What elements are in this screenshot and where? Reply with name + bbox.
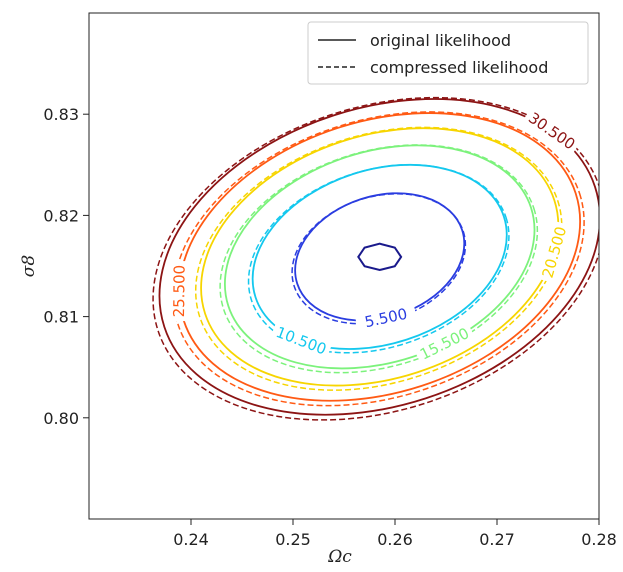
x-tick-label: 0.24 <box>173 530 209 549</box>
contour-compressed-30.500 <box>152 96 599 421</box>
y-tick-label: 0.81 <box>43 308 79 327</box>
legend: original likelihood compressed likelihoo… <box>307 21 589 85</box>
x-tick-label: 0.28 <box>581 530 617 549</box>
contour-original-innermost <box>357 242 403 272</box>
y-axis-label: σ8 <box>19 255 39 278</box>
contour-label-backdrop <box>521 105 583 157</box>
contour-label-backdrop <box>413 321 476 367</box>
x-axis-ticks: 0.24 0.25 0.26 0.27 0.28 <box>173 519 617 549</box>
contour-original-30.500 <box>158 98 599 416</box>
contour-label-backdrop <box>168 260 190 322</box>
legend-entry-original: original likelihood <box>370 31 511 50</box>
y-tick-label: 0.82 <box>43 206 79 225</box>
contour-compressed-25.500 <box>172 111 585 407</box>
contour-compressed-10.500 <box>247 164 510 354</box>
y-axis-ticks: 0.80 0.81 0.82 0.83 <box>43 105 89 428</box>
x-tick-label: 0.25 <box>275 530 311 549</box>
x-tick-label: 0.26 <box>377 530 413 549</box>
x-axis-label: Ωc <box>327 547 352 567</box>
contour-lines <box>152 96 599 421</box>
contour-label-backdrop <box>536 220 573 284</box>
x-tick-label: 0.27 <box>479 530 515 549</box>
contour-compressed-15.500 <box>219 144 539 374</box>
y-tick-label: 0.83 <box>43 105 79 124</box>
contour-original-10.500 <box>251 163 508 350</box>
legend-box <box>307 21 589 85</box>
contour-label-backdrop <box>269 320 333 361</box>
y-tick-label: 0.80 <box>43 409 79 428</box>
plot-background <box>89 13 599 519</box>
legend-entry-compressed: compressed likelihood <box>370 58 548 77</box>
contour-label-backdrop <box>354 301 418 335</box>
contour-original-20.500 <box>200 127 560 387</box>
contour-label: 25.500 <box>170 265 189 318</box>
contour-compressed-20.500 <box>194 126 563 391</box>
contour-original-15.500 <box>224 144 536 370</box>
plot-frame <box>88 12 600 520</box>
